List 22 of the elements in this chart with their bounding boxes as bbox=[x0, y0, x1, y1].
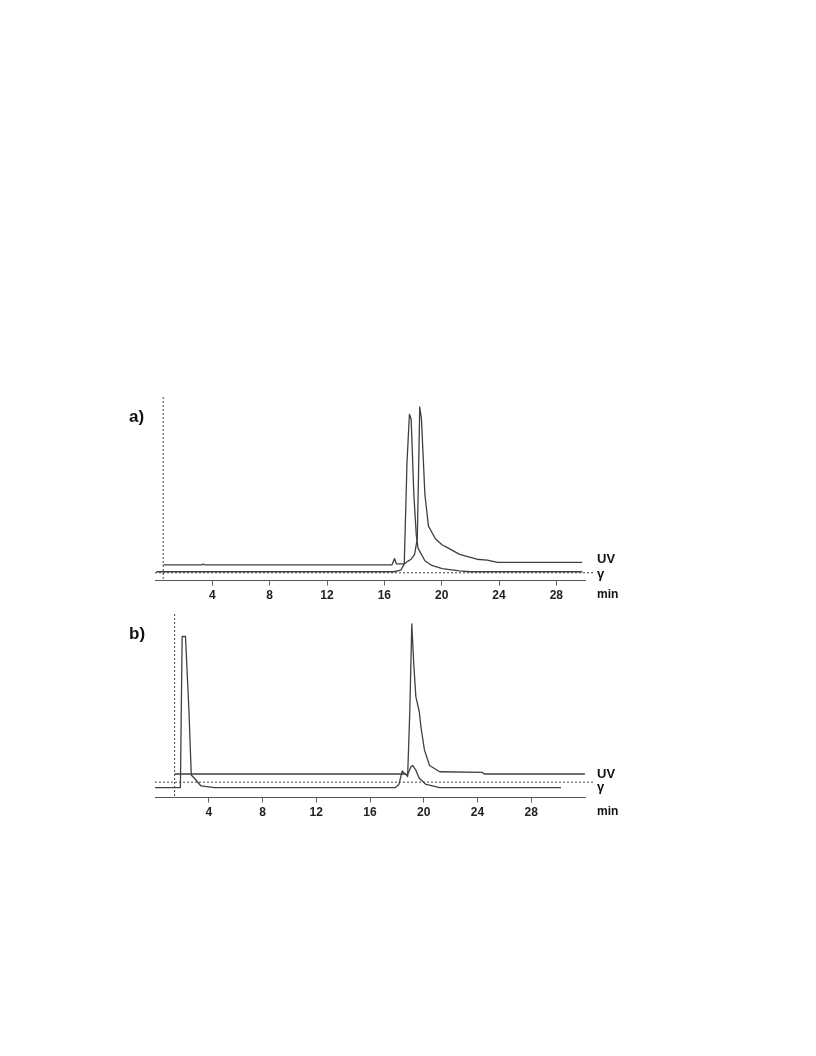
x-tick-label: 8 bbox=[266, 588, 274, 603]
x-tick-label: 16 bbox=[377, 588, 392, 603]
text: γ bbox=[597, 779, 605, 795]
series-label: UV bbox=[597, 765, 616, 781]
x-tick-label: 4 bbox=[208, 588, 216, 603]
x-axis-title: min bbox=[597, 803, 619, 818]
x-tick-label: 8 bbox=[259, 805, 267, 820]
x-tick-label: 28 bbox=[549, 588, 564, 603]
x-tick-label: 24 bbox=[492, 588, 506, 603]
x-tick-label: 4 bbox=[205, 805, 213, 820]
x-tick-label: 12 bbox=[320, 588, 334, 603]
x-tick-label: 20 bbox=[417, 805, 431, 820]
series-label: γ bbox=[597, 566, 605, 582]
x-tick-label: 20 bbox=[434, 588, 449, 603]
x-axis-title: min bbox=[597, 586, 619, 601]
series-label: UV bbox=[597, 550, 616, 566]
x-tick-label: 16 bbox=[363, 805, 377, 820]
x-tick-label: 24 bbox=[470, 805, 485, 820]
chart-title: a) bbox=[129, 407, 145, 427]
chart-title: b) bbox=[129, 624, 146, 644]
x-tick-label: 28 bbox=[524, 805, 539, 820]
x-tick-label: 12 bbox=[309, 805, 324, 820]
